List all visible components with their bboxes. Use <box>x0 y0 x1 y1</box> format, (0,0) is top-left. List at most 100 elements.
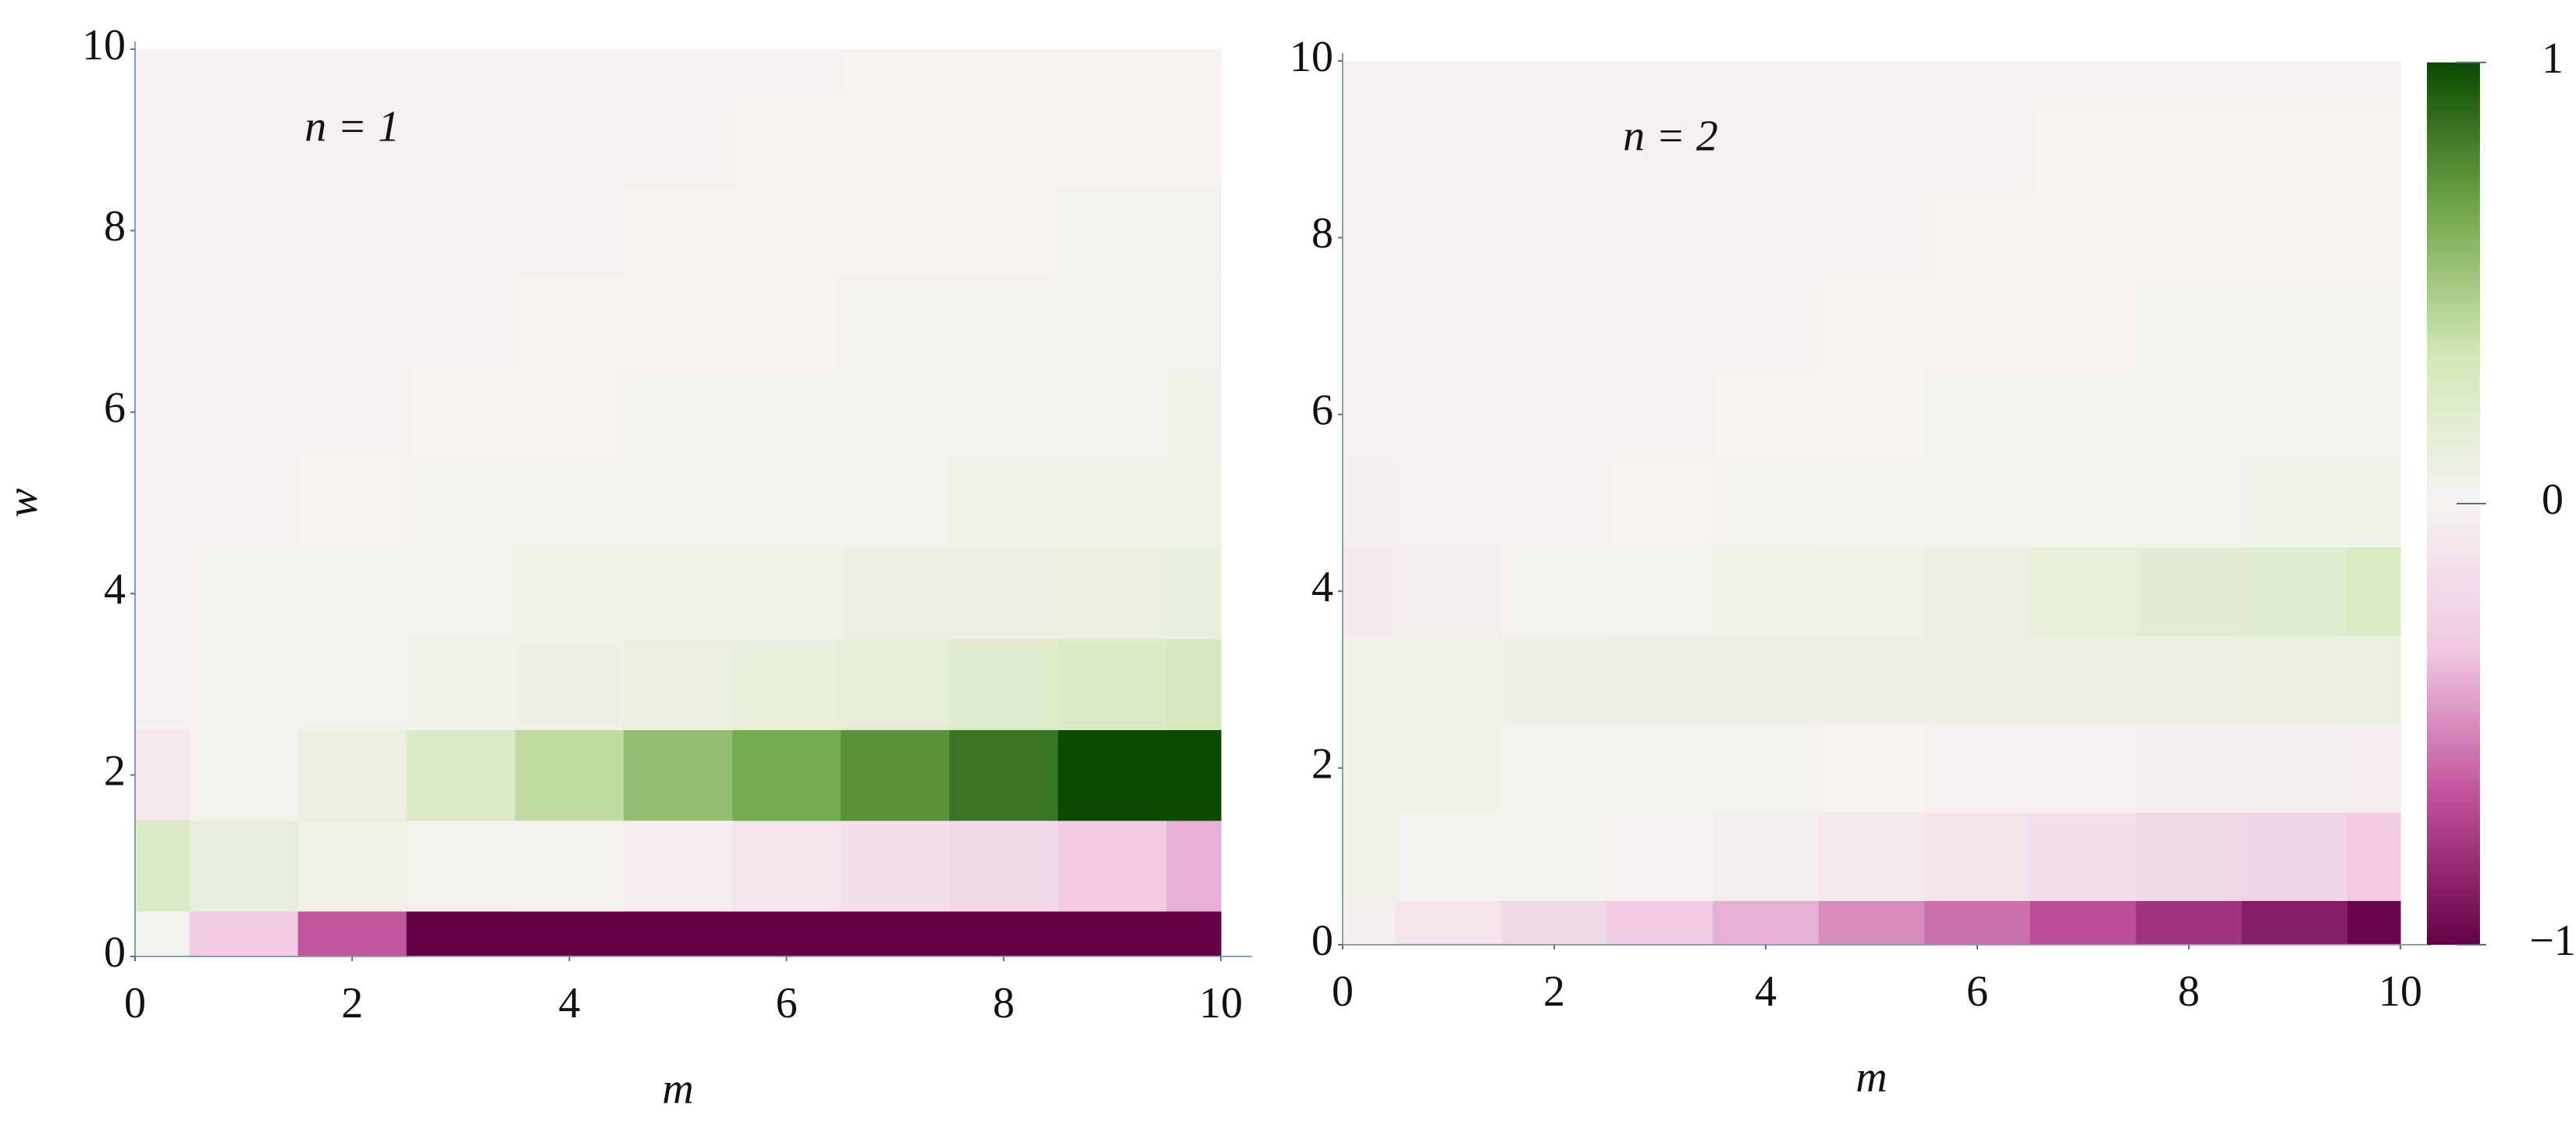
colorbar-tick-label: 1 <box>2542 34 2564 83</box>
heatmap-cell <box>623 639 733 731</box>
heatmap-cell <box>2030 812 2137 901</box>
heatmap-cell <box>623 185 733 277</box>
heatmap-cell <box>1606 193 1713 283</box>
x-axis-label: m <box>1856 1053 1887 1102</box>
heatmap-cell <box>514 639 624 731</box>
annotation: n = 1 <box>304 102 400 151</box>
heatmap-cell <box>1606 61 1713 106</box>
heatmap-cell <box>1606 635 1713 725</box>
heatmap-cell <box>949 366 1059 458</box>
heatmap-cell <box>189 366 299 458</box>
heatmap-cell <box>1713 547 1820 636</box>
heatmap-cell <box>623 94 733 186</box>
x-tick-label: 8 <box>993 979 1015 1027</box>
heatmap-cell <box>1166 820 1222 912</box>
y-tick-label: 10 <box>1290 33 1333 81</box>
colorbar-tick-label: −1 <box>2529 917 2576 965</box>
heatmap-cell <box>1395 724 1502 813</box>
x-tick-label: 6 <box>1966 967 1988 1016</box>
heatmap-cell <box>2241 105 2348 194</box>
heatmap-cell <box>1606 105 1713 194</box>
heatmap-cell <box>2241 547 2348 636</box>
heatmap-cell <box>2136 724 2243 813</box>
heatmap-cell <box>2347 458 2401 548</box>
heatmap-cell <box>2241 282 2348 371</box>
heatmap-cell <box>2241 370 2348 459</box>
heatmap-cell <box>1818 370 1925 459</box>
heatmap-cell <box>1606 812 1713 901</box>
heatmap-cell <box>135 457 190 549</box>
y-tick-label: 4 <box>104 565 126 614</box>
heatmap-cell <box>189 49 299 95</box>
heatmap-cell <box>135 548 190 639</box>
heatmap-cell <box>1395 635 1502 725</box>
heatmap-cell <box>297 457 407 549</box>
heatmap-cell <box>2241 900 2348 946</box>
heatmap-cell <box>841 457 950 549</box>
heatmap-cell <box>189 457 299 549</box>
heatmap-cell <box>514 729 624 821</box>
heatmap-cell <box>1343 547 1397 636</box>
heatmap-cell <box>189 94 299 186</box>
heatmap-cell <box>2136 900 2243 946</box>
y-tick-label: 6 <box>104 384 126 433</box>
heatmap-cell <box>2136 812 2243 901</box>
heatmap-cell <box>841 366 950 458</box>
heatmap-cell <box>1924 812 2031 901</box>
heatmap-cell <box>2136 105 2243 194</box>
heatmap-cell <box>1713 370 1820 459</box>
heatmap-cell <box>406 276 516 368</box>
heatmap-cell <box>1166 366 1222 458</box>
heatmap-cell <box>2136 61 2243 106</box>
heatmap-cell <box>1166 639 1222 731</box>
heatmap-cell <box>2347 105 2401 194</box>
y-tick-label: 10 <box>82 21 126 69</box>
heatmap-cell <box>732 185 841 277</box>
heatmap-cell <box>1606 458 1713 548</box>
y-tick-label: 2 <box>104 746 126 795</box>
heatmap-cell <box>732 820 841 912</box>
x-tick-label: 10 <box>2379 967 2422 1016</box>
heatmap-cell <box>406 366 516 458</box>
x-tick-label: 0 <box>124 979 146 1027</box>
heatmap-cell <box>1501 724 1608 813</box>
heatmap-cell <box>406 729 516 821</box>
heatmap-cell <box>2030 193 2137 283</box>
x-tick-label: 6 <box>776 979 798 1027</box>
heatmap <box>1343 61 2401 946</box>
y-tick-label: 8 <box>104 202 126 251</box>
heatmap-cell <box>2136 370 2243 459</box>
heatmap-cell <box>1343 370 1397 459</box>
heatmap-cell <box>1343 61 1397 106</box>
x-tick-label: 2 <box>341 979 363 1027</box>
heatmap-cell <box>2030 635 2137 725</box>
heatmap-cell <box>1395 458 1502 548</box>
heatmap-cell <box>1395 900 1502 946</box>
heatmap-cell <box>2241 193 2348 283</box>
heatmap-cell <box>623 457 733 549</box>
heatmap-cell <box>1395 812 1502 901</box>
heatmap-cell <box>1395 105 1502 194</box>
heatmap-cell <box>2241 635 2348 725</box>
heatmap-cell <box>1713 193 1820 283</box>
heatmap-cell <box>1606 724 1713 813</box>
heatmap-cell <box>1343 105 1397 194</box>
heatmap-cell <box>189 820 299 912</box>
heatmap-cell <box>514 548 624 639</box>
heatmap-cell <box>841 639 950 731</box>
y-tick-label: 2 <box>1311 739 1333 788</box>
heatmap-cell <box>1924 635 2031 725</box>
x-tick-label: 4 <box>558 979 580 1027</box>
heatmap-cell <box>623 366 733 458</box>
heatmap-cell <box>1058 820 1168 912</box>
colorbar-tick-label: 0 <box>2542 475 2564 524</box>
heatmap-cell <box>1818 458 1925 548</box>
heatmap-cell <box>1713 724 1820 813</box>
heatmap-cell <box>732 276 841 368</box>
heatmap-cell <box>2136 193 2243 283</box>
heatmap-cell <box>189 910 299 957</box>
heatmap-cell <box>1343 193 1397 283</box>
heatmap-cell <box>1166 548 1222 639</box>
heatmap-cell <box>1924 61 2031 106</box>
heatmap-cell <box>1924 370 2031 459</box>
